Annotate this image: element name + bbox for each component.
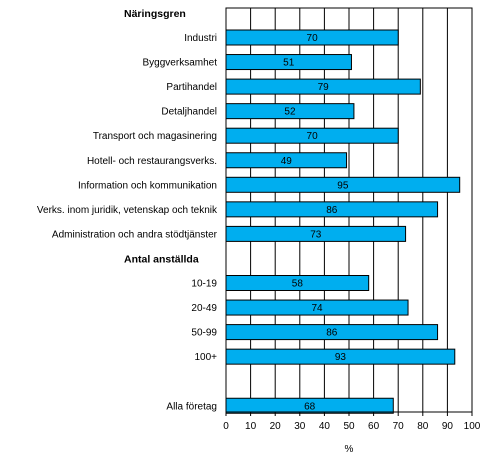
group-header: Näringsgren <box>124 8 186 20</box>
tick-label-80: 80 <box>417 421 429 432</box>
data-label: 70 <box>307 131 319 142</box>
category-label: Administration och andra stödtjänster <box>52 229 218 240</box>
data-label: 70 <box>307 33 319 44</box>
data-label: 93 <box>335 352 347 363</box>
data-label: 95 <box>337 180 349 191</box>
data-label: 73 <box>310 229 322 240</box>
category-labels: Näringsgren Industri Byggverksamhet Partiha… <box>37 8 218 412</box>
tick-label-70: 70 <box>393 421 405 432</box>
tick-label-20: 20 <box>270 421 282 432</box>
category-label: 100+ <box>194 352 217 363</box>
category-label: 50-99 <box>191 328 217 339</box>
tick-label-50: 50 <box>343 421 355 432</box>
data-label: 49 <box>281 156 293 167</box>
data-label: 58 <box>292 279 304 290</box>
tick-label-30: 30 <box>294 421 306 432</box>
tick-label-60: 60 <box>368 421 380 432</box>
category-label: Detaljhandel <box>161 107 217 118</box>
category-label: Industri <box>184 33 217 44</box>
category-label: Verks. inom juridik, vetenskap och tekni… <box>37 205 218 216</box>
category-label: Information och kommunikation <box>78 180 217 191</box>
category-label: Transport och magasinering <box>93 131 217 142</box>
tick-label-100: 100 <box>464 421 481 432</box>
group-header: Antal anställda <box>124 253 199 265</box>
data-label: 52 <box>284 107 296 118</box>
category-label: 10-19 <box>191 279 217 290</box>
data-label: 86 <box>326 328 338 339</box>
tick-label-90: 90 <box>442 421 454 432</box>
tick-label-40: 40 <box>319 421 331 432</box>
data-label: 51 <box>283 58 295 69</box>
tick-label-0: 0 <box>223 421 229 432</box>
data-label: 86 <box>326 205 338 216</box>
category-label: Byggverksamhet <box>143 58 218 69</box>
x-axis-ticks: 0 10 20 30 40 50 60 70 80 90 100 <box>223 412 481 432</box>
category-label: Hotell- och restaurangsverks. <box>87 156 217 167</box>
data-label: 68 <box>304 401 316 412</box>
data-label: 74 <box>311 303 323 314</box>
category-label: Alla företag <box>166 401 217 412</box>
data-label: 79 <box>318 82 330 93</box>
bars: 70 51 79 52 70 49 95 86 73 58 74 86 93 68 <box>225 29 461 414</box>
category-label: Partihandel <box>166 82 217 93</box>
tick-label-10: 10 <box>245 421 257 432</box>
x-axis-label: % <box>345 444 354 455</box>
category-label: 20-49 <box>191 303 217 314</box>
